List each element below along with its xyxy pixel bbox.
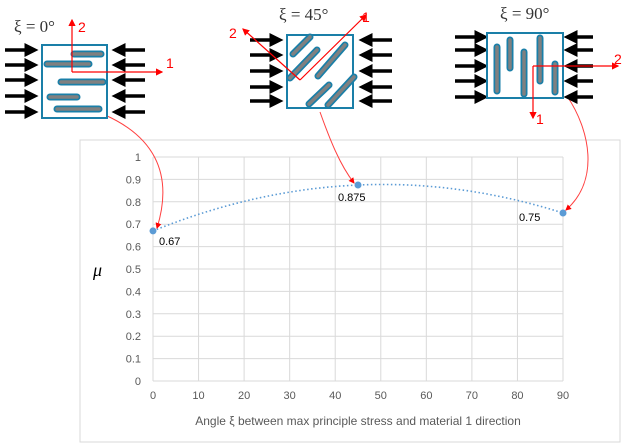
- trendline: [152, 183, 564, 232]
- data-label: 0.875: [338, 192, 366, 204]
- x-tick-label: 10: [192, 390, 204, 402]
- material-axis: [242, 28, 301, 81]
- y-axis-label: μ: [92, 260, 102, 280]
- axis2-label-90: 2: [614, 51, 622, 67]
- data-point: [149, 227, 157, 235]
- y-tick-label: 0: [135, 376, 141, 388]
- connector-45deg: [319, 111, 355, 184]
- connector-90deg: [565, 95, 589, 211]
- y-tick-label: 1: [135, 152, 141, 164]
- y-tick-label: 0.6: [126, 242, 141, 254]
- data-label: 0.67: [159, 236, 180, 248]
- diagram-title-0: ξ = 0°: [14, 17, 55, 36]
- axis1-label-0: 1: [166, 55, 174, 71]
- diagram-title-45: ξ = 45°: [279, 5, 328, 24]
- y-tick-label: 0.3: [126, 309, 141, 321]
- y-tick-label: 0.5: [126, 264, 141, 276]
- y-tick-label: 0.2: [126, 331, 141, 343]
- y-tick-label: 0.9: [126, 174, 141, 186]
- connectors: [104, 95, 589, 229]
- data-point: [354, 181, 362, 189]
- axis1-label-90: 1: [536, 111, 544, 127]
- x-tick-label: 40: [329, 390, 341, 402]
- axis2-label-0: 2: [78, 19, 86, 35]
- grid: [152, 156, 564, 382]
- x-tick-label: 70: [466, 390, 478, 402]
- orientation-diagrams: [5, 14, 620, 120]
- x-tick-label: 20: [238, 390, 250, 402]
- tick-labels: 0 10 20 30 40 50 60 70 80 90 0 0.1 0.2 0.3 0.4 0.5 0.6 0.…: [126, 152, 569, 402]
- diagram-title-90: ξ = 90°: [500, 4, 549, 23]
- axis2-label-45: 2: [229, 25, 237, 41]
- y-tick-label: 0.1: [126, 354, 141, 366]
- y-tick-label: 0.7: [126, 219, 141, 231]
- data-points: 0.67 0.875 0.75: [149, 181, 567, 248]
- x-tick-label: 90: [557, 390, 569, 402]
- data-point: [559, 209, 567, 217]
- axis1-label-45: 1: [362, 9, 370, 25]
- material-axis: [299, 14, 367, 81]
- y-tick-label: 0.8: [126, 197, 141, 209]
- x-tick-label: 0: [150, 390, 156, 402]
- x-axis-label: Angle ξ between max principle stress and…: [195, 414, 521, 428]
- x-tick-label: 80: [511, 390, 523, 402]
- y-tick-label: 0.4: [126, 286, 141, 298]
- connector-0deg: [104, 114, 164, 229]
- x-tick-label: 60: [420, 390, 432, 402]
- chart-frame: [79, 139, 621, 443]
- x-tick-label: 30: [284, 390, 296, 402]
- x-tick-label: 50: [375, 390, 387, 402]
- data-label: 0.75: [519, 212, 540, 224]
